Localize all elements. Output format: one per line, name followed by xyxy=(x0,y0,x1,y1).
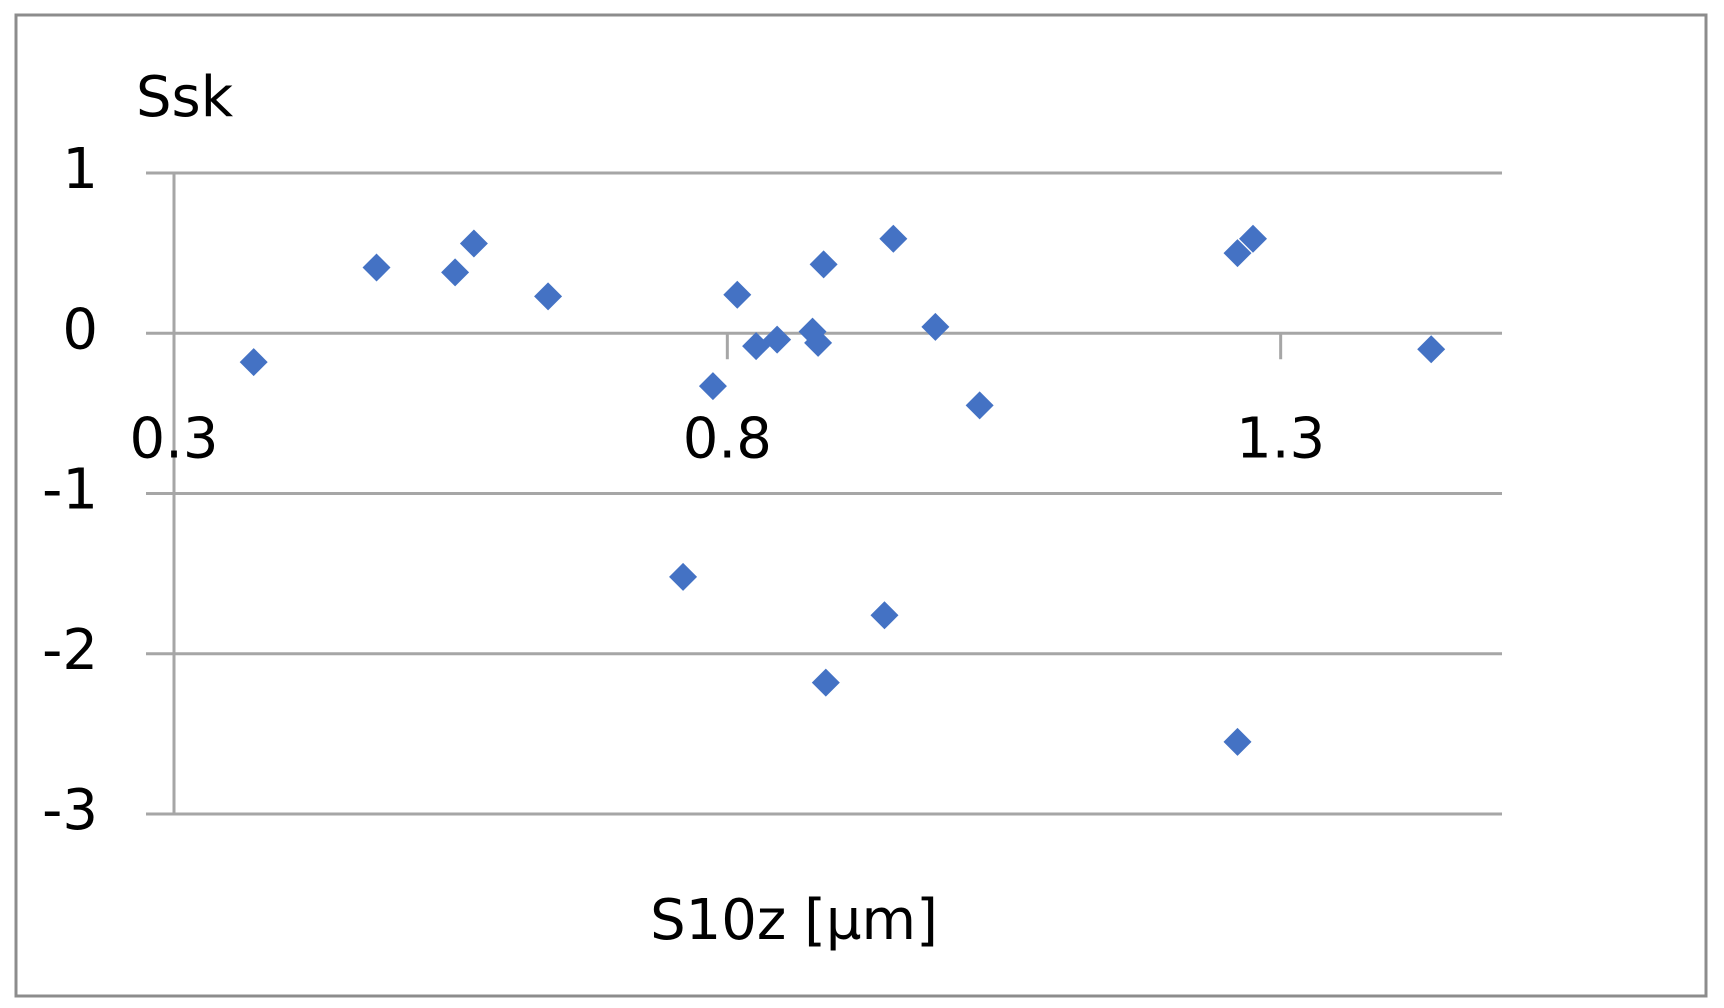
data-point xyxy=(804,328,833,357)
data-point xyxy=(669,562,698,591)
data-point xyxy=(459,229,488,258)
data-point xyxy=(879,224,908,253)
x-tick-label: 1.3 xyxy=(1236,406,1325,471)
y-tick-label: -1 xyxy=(42,458,98,523)
data-point xyxy=(1223,239,1252,268)
data-point xyxy=(921,312,950,341)
data-point xyxy=(534,282,563,311)
data-point xyxy=(1223,727,1252,756)
y-tick-label: 0 xyxy=(62,297,98,362)
x-tick-label: 0.3 xyxy=(129,406,218,471)
data-point xyxy=(870,601,899,630)
data-point xyxy=(763,325,792,354)
data-point xyxy=(742,332,771,361)
chart-title: Ssk xyxy=(136,65,234,130)
data-point xyxy=(239,348,268,377)
data-point xyxy=(1417,335,1446,364)
x-axis-label: S10z [µm] xyxy=(650,888,938,953)
y-tick-label: -2 xyxy=(42,618,98,683)
y-tick-label: 1 xyxy=(62,137,98,202)
x-tick-label: 0.8 xyxy=(683,406,772,471)
data-point xyxy=(441,258,470,287)
data-point xyxy=(723,280,752,309)
y-tick-label: -3 xyxy=(42,778,98,843)
data-point xyxy=(1239,224,1267,253)
data-point xyxy=(965,391,994,420)
data-point xyxy=(811,668,840,697)
chart-frame xyxy=(14,13,1708,998)
data-point xyxy=(809,250,838,279)
data-point xyxy=(362,253,391,282)
data-point xyxy=(698,372,727,401)
